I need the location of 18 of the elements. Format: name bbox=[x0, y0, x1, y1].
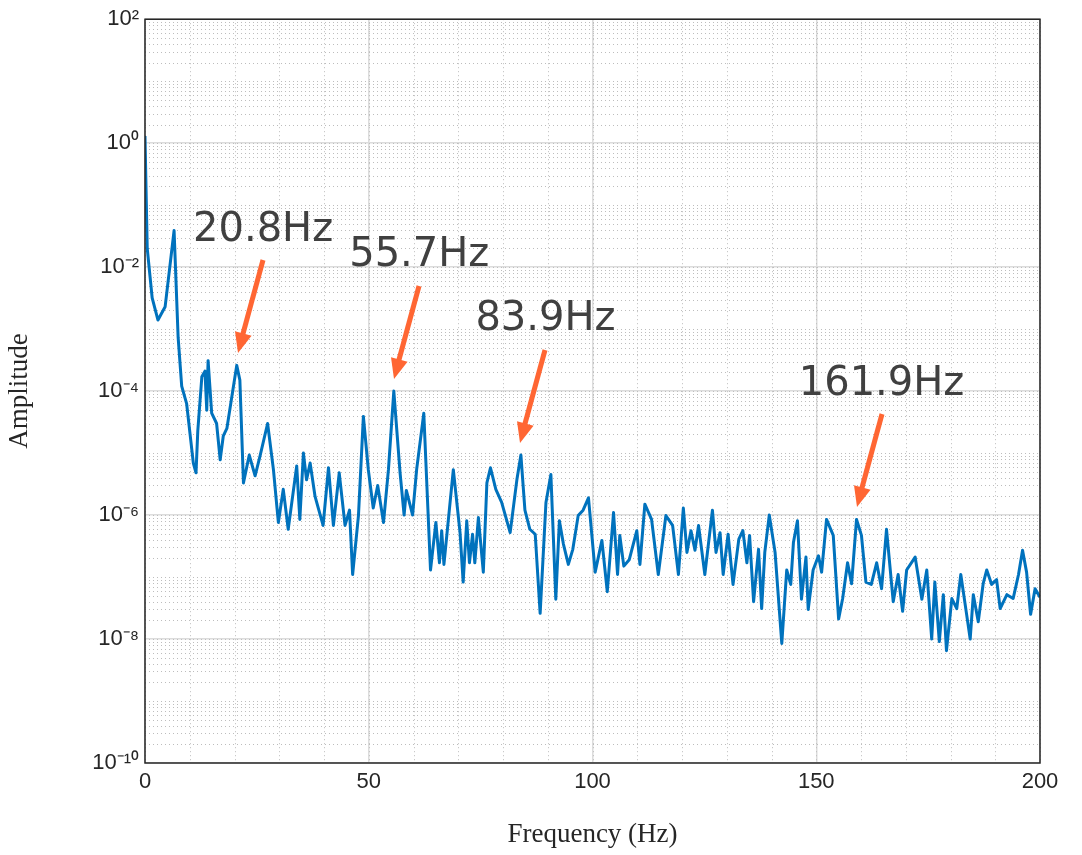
y-tick-label: 10⁻² bbox=[100, 253, 139, 279]
y-tick-label: 10⁻⁴ bbox=[98, 377, 139, 403]
x-tick-label: 150 bbox=[797, 768, 835, 794]
x-tick-label: 200 bbox=[1021, 768, 1059, 794]
x-axis-title: Frequency (Hz) bbox=[507, 817, 678, 848]
annotation: 20.8Hz bbox=[193, 203, 334, 250]
x-tick-label: 0 bbox=[138, 768, 152, 794]
annotation: 83.9Hz bbox=[475, 293, 616, 340]
y-tick-label: 10⁻⁸ bbox=[98, 625, 139, 651]
y-tick-label: 10⁰ bbox=[106, 129, 139, 155]
y-tick-label: 10⁻¹⁰ bbox=[92, 749, 139, 775]
x-tick-label: 50 bbox=[356, 768, 381, 794]
x-tick-label: 100 bbox=[574, 768, 611, 794]
y-tick-label: 10² bbox=[107, 5, 139, 31]
annotation: 161.9Hz bbox=[798, 357, 965, 404]
annotation: 55.7Hz bbox=[349, 229, 490, 276]
y-tick-label: 10⁻⁶ bbox=[98, 501, 139, 527]
y-axis-title: Amplitude bbox=[3, 333, 34, 449]
